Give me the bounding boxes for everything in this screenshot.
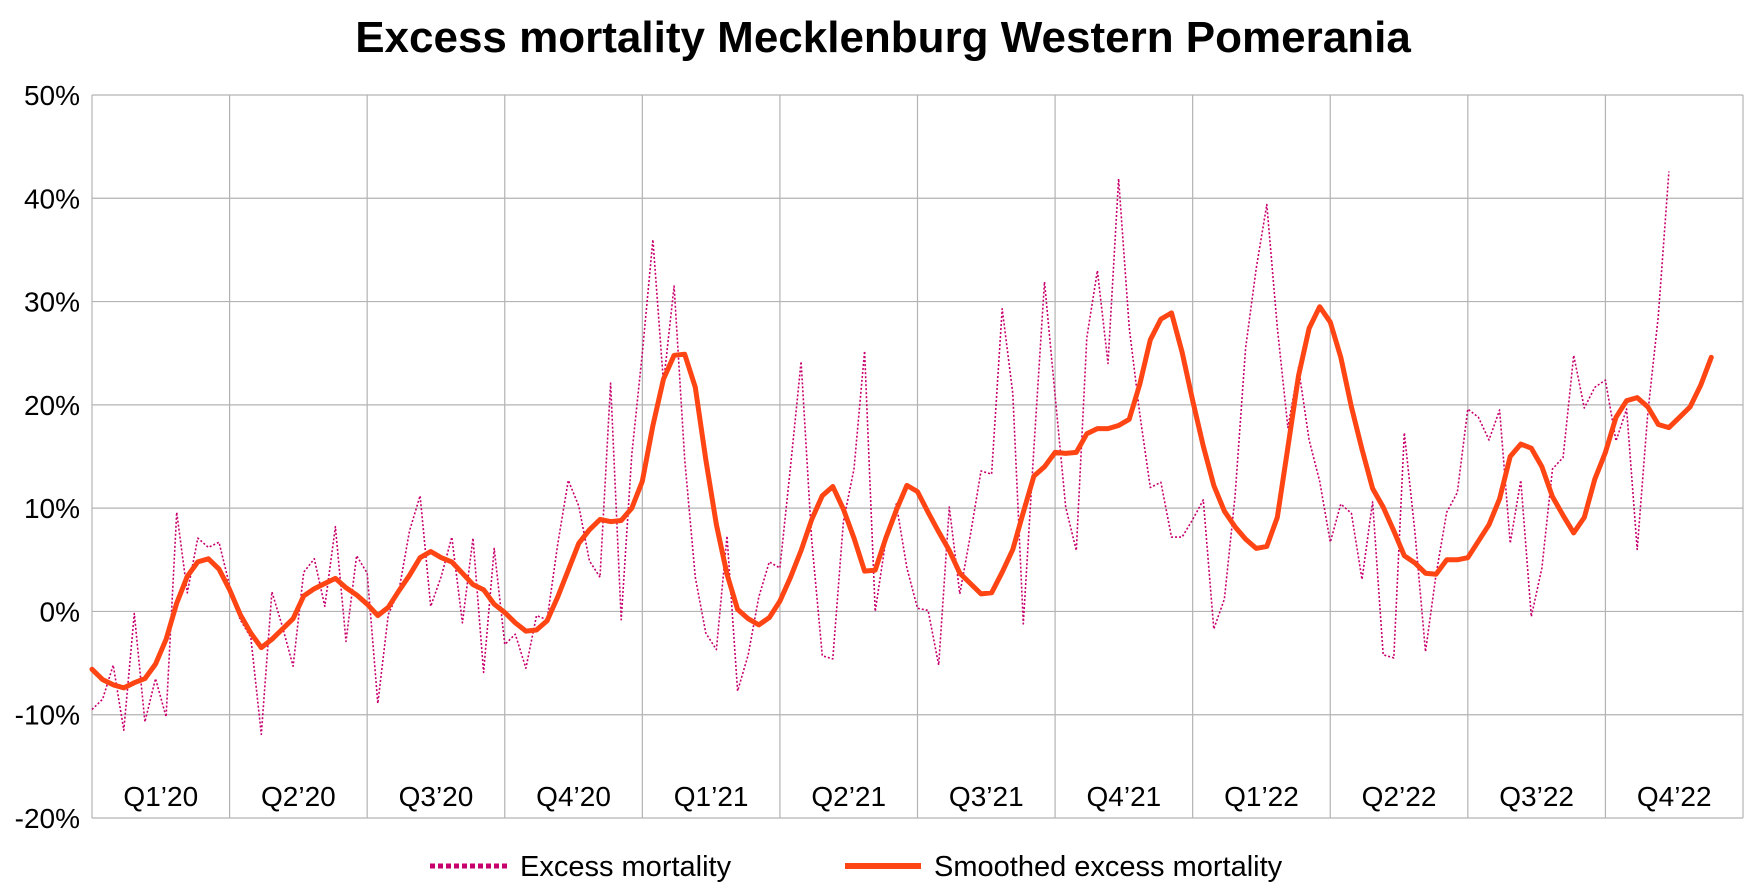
quarter-label: Q2’21 — [811, 781, 886, 812]
y-tick-label: 20% — [24, 390, 80, 421]
quarter-label: Q1’21 — [674, 781, 749, 812]
gridlines — [91, 94, 1744, 819]
y-tick-label: 40% — [24, 183, 80, 214]
x-axis-quarter-labels: Q1’20 Q2’20 Q3’20 Q4’20 Q1’21 Q2’21 Q3’21 Q4’21… — [123, 781, 1711, 812]
y-tick-label: 50% — [24, 80, 80, 111]
quarter-label: Q3’22 — [1499, 781, 1574, 812]
y-tick-label: -20% — [15, 803, 80, 834]
quarter-label: Q1’20 — [123, 781, 198, 812]
y-tick-label: 30% — [24, 287, 80, 318]
quarter-label: Q1’22 — [1224, 781, 1299, 812]
quarter-label: Q2’22 — [1362, 781, 1437, 812]
legend-label-excess-mortality: Excess mortality — [520, 851, 732, 883]
y-tick-label: 10% — [24, 493, 80, 524]
chart-title: Excess mortality Mecklenburg Western Pom… — [355, 13, 1411, 62]
series-lines — [89, 171, 1714, 736]
smoothed-excess-mortality-line — [89, 304, 1714, 691]
legend-label-smoothed-excess-mortality: Smoothed excess mortality — [934, 851, 1283, 883]
y-axis-ticks: -20% -10% 0% 10% 20% 30% 40% 50% — [15, 80, 80, 834]
excess-mortality-line — [91, 171, 1670, 736]
quarter-label: Q3’20 — [399, 781, 474, 812]
y-tick-label: 0% — [40, 596, 80, 627]
quarter-label: Q4’22 — [1637, 781, 1712, 812]
quarter-label: Q4’21 — [1087, 781, 1162, 812]
legend: Excess mortality Smoothed excess mortali… — [430, 851, 1283, 883]
quarter-label: Q4’20 — [536, 781, 611, 812]
quarter-label: Q2’20 — [261, 781, 336, 812]
quarter-label: Q3’21 — [949, 781, 1024, 812]
y-tick-label: -10% — [15, 700, 80, 731]
